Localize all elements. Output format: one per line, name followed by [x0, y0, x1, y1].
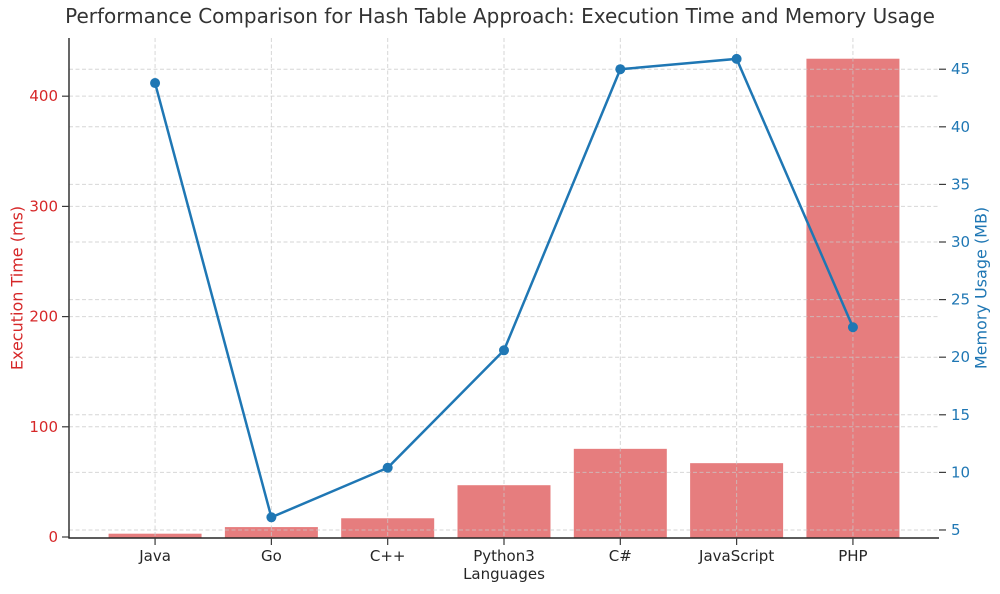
left-tick-label-200: 200: [29, 308, 58, 326]
right-tick-label-30: 30: [951, 233, 970, 251]
x-tick-label-c#: C#: [609, 547, 632, 565]
left-tick-label-300: 300: [29, 197, 58, 215]
right-tick-label-25: 25: [951, 291, 970, 309]
x-tick-label-php: PHP: [838, 547, 867, 565]
marker-php: [847, 322, 858, 333]
marker-python3: [499, 345, 509, 356]
x-tick-label-java: Java: [138, 547, 171, 565]
marker-go: [266, 512, 277, 523]
marker-c: [615, 64, 626, 75]
right-tick-label-5: 5: [951, 521, 961, 539]
marker-java: [150, 78, 161, 89]
right-tick-label-35: 35: [951, 175, 970, 193]
marker-c: [382, 462, 393, 473]
left-tick-label-100: 100: [29, 418, 58, 436]
right-tick-label-45: 45: [951, 60, 970, 78]
right-tick-label-15: 15: [951, 406, 970, 424]
left-tick-label-0: 0: [48, 528, 58, 546]
marker-javascript: [731, 53, 742, 64]
x-tick-label-go: Go: [261, 547, 282, 565]
right-tick-label-20: 20: [951, 348, 970, 366]
chart-title: Performance Comparison for Hash Table Ap…: [65, 4, 935, 28]
x-tick-label-c++: C++: [370, 547, 406, 565]
right-tick-label-40: 40: [951, 118, 970, 136]
right-tick-label-10: 10: [951, 463, 970, 481]
x-axis-label: Languages: [463, 565, 545, 583]
x-tick-label-javascript: JavaScript: [698, 547, 774, 565]
left-tick-label-400: 400: [29, 87, 58, 105]
x-tick-label-python3: Python3: [473, 547, 535, 565]
